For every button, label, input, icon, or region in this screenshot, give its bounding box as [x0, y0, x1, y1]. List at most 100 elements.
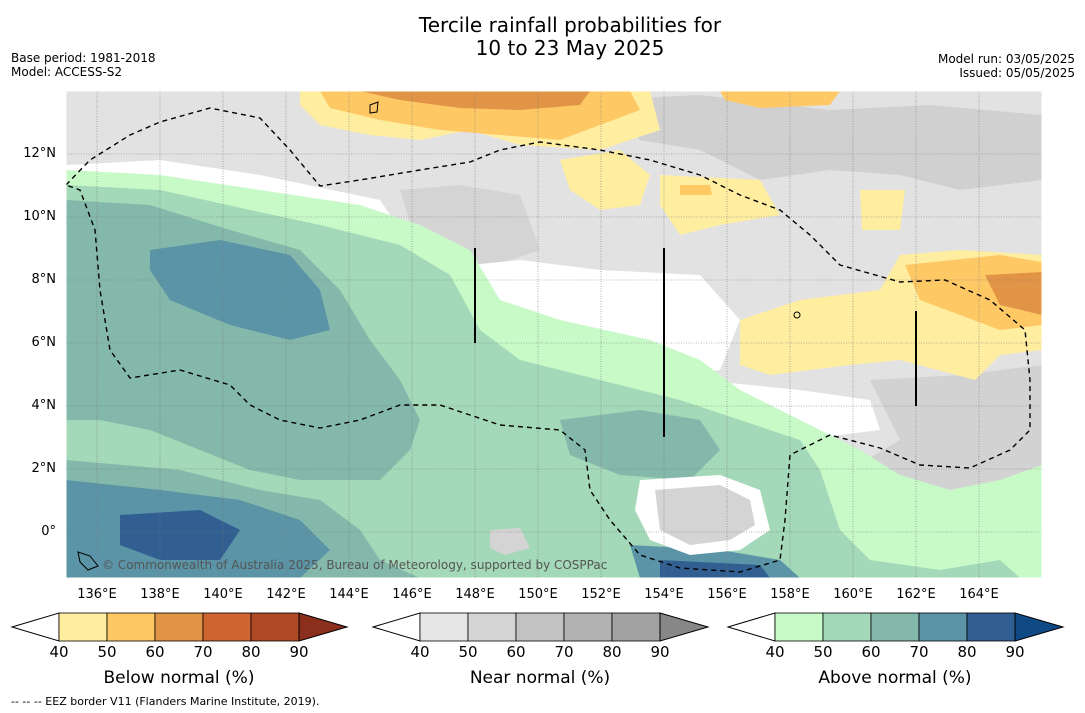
island-outline — [77, 551, 99, 571]
lat-label-6n: 6°N — [31, 335, 57, 350]
colorbar-near-tick: 70 — [554, 643, 574, 661]
lon-label-140e: 140°E — [203, 587, 243, 602]
colorbar-above-bin — [918, 612, 968, 642]
lat-label-2n: 2°N — [31, 461, 57, 476]
below-normal-region — [560, 150, 650, 210]
base-period: Base period: 1981-2018 — [11, 51, 156, 65]
colorbar-below-tick: 90 — [289, 643, 309, 661]
above-normal-region — [120, 510, 240, 560]
colorbar-near-high-arrow — [659, 612, 710, 642]
colorbar-near-tick: 50 — [458, 643, 478, 661]
colorbar-below-tick: 40 — [49, 643, 69, 661]
colorbar-above-high-arrow — [1014, 612, 1065, 642]
eez-legend-footer: -- -- -- EEZ border V11 (Flanders Marine… — [11, 695, 320, 708]
colorbar-below-tick: 70 — [193, 643, 213, 661]
map-title: Tercile rainfall probabilities for 10 to… — [0, 14, 1085, 60]
colorbar-above-tick: 70 — [909, 643, 929, 661]
lon-label-136e: 136°E — [77, 587, 117, 602]
colorbar-above-tick: 90 — [1005, 643, 1025, 661]
below-normal-region — [360, 91, 590, 110]
island-outline — [369, 101, 379, 114]
colorbar-below-title: Below normal (%) — [103, 668, 255, 688]
lon-label-164e: 164°E — [959, 587, 999, 602]
colorbar-above-bin — [774, 612, 824, 642]
below-normal-region — [985, 272, 1042, 315]
lon-label-154e: 154°E — [644, 587, 684, 602]
colorbar-near-bin — [467, 612, 517, 642]
colorbar-near-tick: 90 — [650, 643, 670, 661]
near-normal-patch — [655, 485, 755, 545]
lat-label-4n: 4°N — [31, 398, 57, 413]
lon-label-156e: 156°E — [707, 587, 747, 602]
colorbar-above-tick: 40 — [765, 643, 785, 661]
colorbar-above-bin — [870, 612, 920, 642]
colorbar-near — [371, 612, 710, 642]
lat-label-10n: 10°N — [23, 209, 56, 224]
lat-label-0: 0° — [41, 524, 56, 539]
colorbar-near-low-arrow — [371, 612, 421, 642]
issued-date: Issued: 05/05/2025 — [959, 66, 1075, 80]
colorbar-below-bin — [58, 612, 108, 642]
above-normal-region — [150, 240, 330, 340]
lon-label-152e: 152°E — [581, 587, 621, 602]
lon-label-148e: 148°E — [455, 587, 495, 602]
lon-gridlines — [96, 91, 980, 578]
lat-label-12n: 12°N — [23, 146, 56, 161]
lon-label-162e: 162°E — [896, 587, 936, 602]
colorbar-near-bin — [563, 612, 613, 642]
below-normal-region — [680, 185, 712, 195]
lat-label-8n: 8°N — [31, 272, 57, 287]
colorbar-below-low-arrow — [10, 612, 60, 642]
colorbar-above — [726, 612, 1065, 642]
below-normal-region — [860, 190, 905, 230]
colorbar-below-bin — [154, 612, 204, 642]
meta-left: Base period: 1981-2018 Model: ACCESS-S2 — [11, 51, 156, 79]
eez-border — [64, 107, 1031, 573]
colorbar-above-bin — [822, 612, 872, 642]
colorbar-above-low-arrow — [726, 612, 776, 642]
lon-label-138e: 138°E — [140, 587, 180, 602]
lon-label-160e: 160°E — [833, 587, 873, 602]
near-normal-patch — [490, 528, 530, 555]
colorbar-below-bin — [202, 612, 252, 642]
colorbar-above-tick: 50 — [813, 643, 833, 661]
model-run: Model run: 03/05/2025 — [937, 52, 1075, 66]
colorbar-above-title: Above normal (%) — [818, 668, 972, 688]
colorbar-below — [10, 612, 349, 642]
colorbar-near-bin — [419, 612, 469, 642]
lon-label-158e: 158°E — [770, 587, 810, 602]
colorbar-below-tick: 80 — [241, 643, 261, 661]
lon-label-144e: 144°E — [329, 587, 369, 602]
colorbar-below-tick: 60 — [145, 643, 165, 661]
lon-label-142e: 142°E — [266, 587, 306, 602]
map-frame — [65, 90, 1043, 579]
colorbar-near-bin — [515, 612, 565, 642]
below-normal-region — [905, 255, 1042, 330]
island-outline — [793, 311, 801, 319]
colorbar-above-tick: 80 — [957, 643, 977, 661]
title-line-1: Tercile rainfall probabilities for — [418, 13, 722, 37]
meta-right: Model run: 03/05/2025 Issued: 05/05/2025 — [938, 52, 1075, 80]
below-normal-region — [720, 91, 840, 108]
colorbar-below-tick: 50 — [97, 643, 117, 661]
copyright-notice: © Commonwealth of Australia 2025, Bureau… — [102, 558, 608, 572]
lat-gridlines — [66, 153, 1042, 533]
colorbar-near-tick: 40 — [410, 643, 430, 661]
lon-label-150e: 150°E — [518, 587, 558, 602]
title-line-2: 10 to 23 May 2025 — [475, 36, 665, 60]
colorbar-above-bin — [966, 612, 1016, 642]
colorbar-near-tick: 80 — [602, 643, 622, 661]
near-normal-patch — [600, 95, 1042, 190]
colorbar-near-bin — [611, 612, 661, 642]
colorbar-near-tick: 60 — [506, 643, 526, 661]
colorbar-above-tick: 60 — [861, 643, 881, 661]
above-normal-region — [560, 410, 720, 480]
colorbar-below-bin — [106, 612, 156, 642]
colorbar-below-high-arrow — [298, 612, 349, 642]
colorbar-below-bin — [250, 612, 300, 642]
lon-label-146e: 146°E — [392, 587, 432, 602]
model-name: Model: ACCESS-S2 — [11, 65, 123, 79]
colorbar-near-title: Near normal (%) — [469, 668, 611, 688]
above-normal-region — [660, 560, 770, 578]
